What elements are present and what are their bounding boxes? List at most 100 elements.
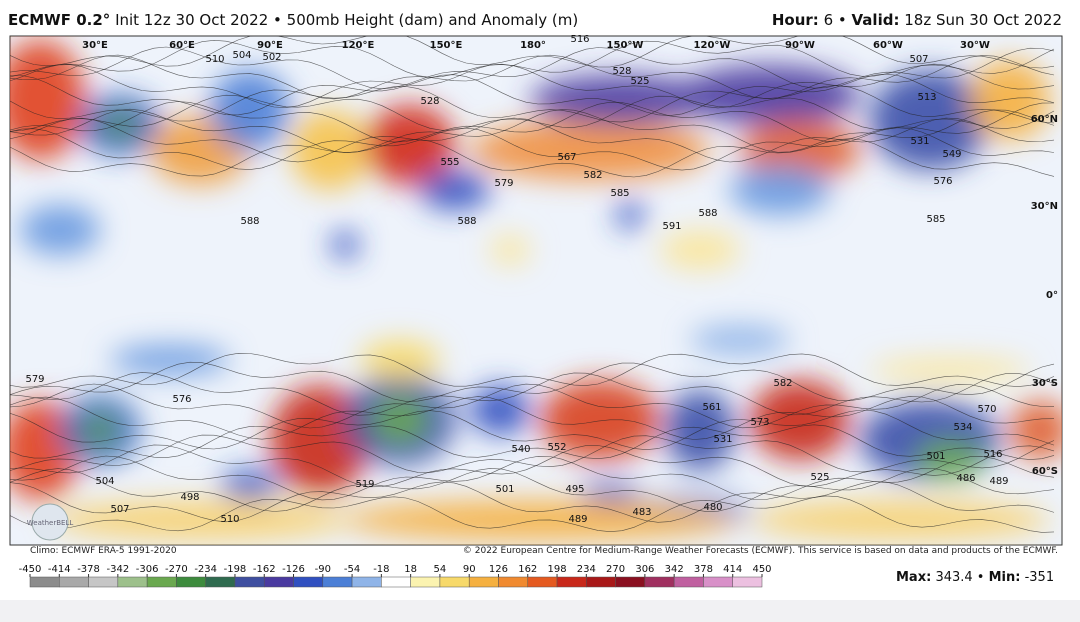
contour-label: 588 [698,208,717,219]
colorbar-swatch [644,576,675,588]
anomaly-blob [270,385,370,495]
colorbar-swatch [498,576,529,588]
anomaly-blob [750,380,850,460]
stats: Max: 343.4 • Min: -351 [896,570,1055,585]
contour-label: 502 [262,52,281,63]
anomaly-blob [970,60,1050,140]
colorbar-label: 162 [518,564,537,575]
anomaly-blob [210,70,290,150]
colorbar-swatch [29,576,60,588]
contour-line [10,352,1055,388]
contour-label: 540 [511,444,530,455]
contour-line [10,85,1055,124]
longitude-label: 30°W [960,40,990,51]
colorbar: -450 -414 -378 -342 -306 -270 -234 -198 -162 -126… [19,564,772,588]
anomaly-blob [660,230,740,270]
contour-label: 570 [977,404,996,415]
anomaly-blob [360,340,440,380]
contour-label: 489 [568,514,587,525]
colorbar-label: 378 [694,564,713,575]
contour-label: 528 [420,96,439,107]
contour-line [10,117,1055,163]
colorbar-swatch [88,576,119,588]
contour-label: 525 [630,76,649,87]
contour-line [10,361,1055,402]
contour-label: 531 [910,136,929,147]
colorbar-label: 18 [404,564,417,575]
contour-line [10,409,1055,451]
climo: Climo: ECMWF ERA-5 1991-2020 [30,546,177,556]
colorbar-swatch [468,576,499,588]
contour-label: 588 [240,216,259,227]
contour-line [10,108,1055,154]
colorbar-label: -342 [106,564,129,575]
contour-label: 516 [983,449,1002,460]
contour-line [10,424,1055,460]
logo: WeatherBELL [27,519,74,527]
contour-label: 579 [494,178,513,189]
contour-label: 507 [909,54,928,65]
contour-label: 489 [989,476,1008,487]
colorbar-swatch [234,576,265,588]
anomaly-blob [331,231,359,259]
colorbar-swatch [556,576,587,588]
contour-label: 498 [180,492,199,503]
contour-label: 480 [703,502,722,513]
colorbar-label: -126 [282,564,305,575]
contour-line [10,39,1055,78]
contour-label: 582 [583,170,602,181]
min: -351 [1024,570,1055,585]
colorbar-label: -270 [165,564,188,575]
colorbar-label: -18 [373,564,389,575]
longitude-label: 60°E [169,40,195,51]
contour-label: 504 [95,476,114,487]
valid: 18z Sun 30 Oct 2022 [904,11,1062,29]
colorbar-swatch [586,576,616,588]
colorbar-label: -378 [77,564,100,575]
anomaly-blob [1010,400,1062,460]
latitude-label: 60°S [1032,466,1058,477]
contour-label: 552 [547,442,566,453]
colorbar-swatch [293,576,324,588]
latitude-label: 0° [1046,290,1058,301]
colorbar-label: 414 [723,564,742,575]
anomaly-blob [20,205,100,255]
colorbar-swatch [205,576,236,588]
colorbar-label: 198 [547,564,566,575]
contour-label: 576 [172,394,191,405]
colorbar-label: 270 [606,564,625,575]
longitude-label: 150°W [607,40,644,51]
contour-line [10,101,1055,143]
colorbar-swatch [59,576,89,588]
colorbar-swatch [322,576,353,588]
contour-line [10,36,1055,69]
colorbar-label: -90 [315,564,331,575]
hour: 6 [823,11,834,29]
contour-label: 531 [713,434,732,445]
contour-label: 510 [205,54,224,65]
colorbar-swatch [146,576,177,588]
contour-line [10,372,1055,416]
contour-label: 513 [917,92,936,103]
colorbar-swatch [732,576,763,588]
colorbar-label: -198 [224,564,247,575]
longitude-label: 90°W [785,40,815,51]
product: 500mb Height (dam) and Anomaly (m) [286,11,579,29]
contour-label: 573 [750,417,769,428]
max-label: Max: [896,570,932,585]
contour-label: 576 [933,176,952,187]
hour-label: Hour: [771,11,819,29]
longitude-label: 60°W [873,40,903,51]
colorbar-label: 450 [752,564,771,575]
anomaly-blob [365,105,455,185]
colorbar-swatch [263,576,294,588]
contour-line [10,468,1055,512]
colorbar-swatch [381,576,411,588]
contour-line [10,434,1055,473]
colorbar-label: 90 [463,564,476,575]
contour-line [10,383,1055,429]
colorbar-label: -306 [136,564,159,575]
contour-label: 486 [956,473,975,484]
colorbar-label: 306 [635,564,654,575]
anomaly-blob [680,65,860,125]
